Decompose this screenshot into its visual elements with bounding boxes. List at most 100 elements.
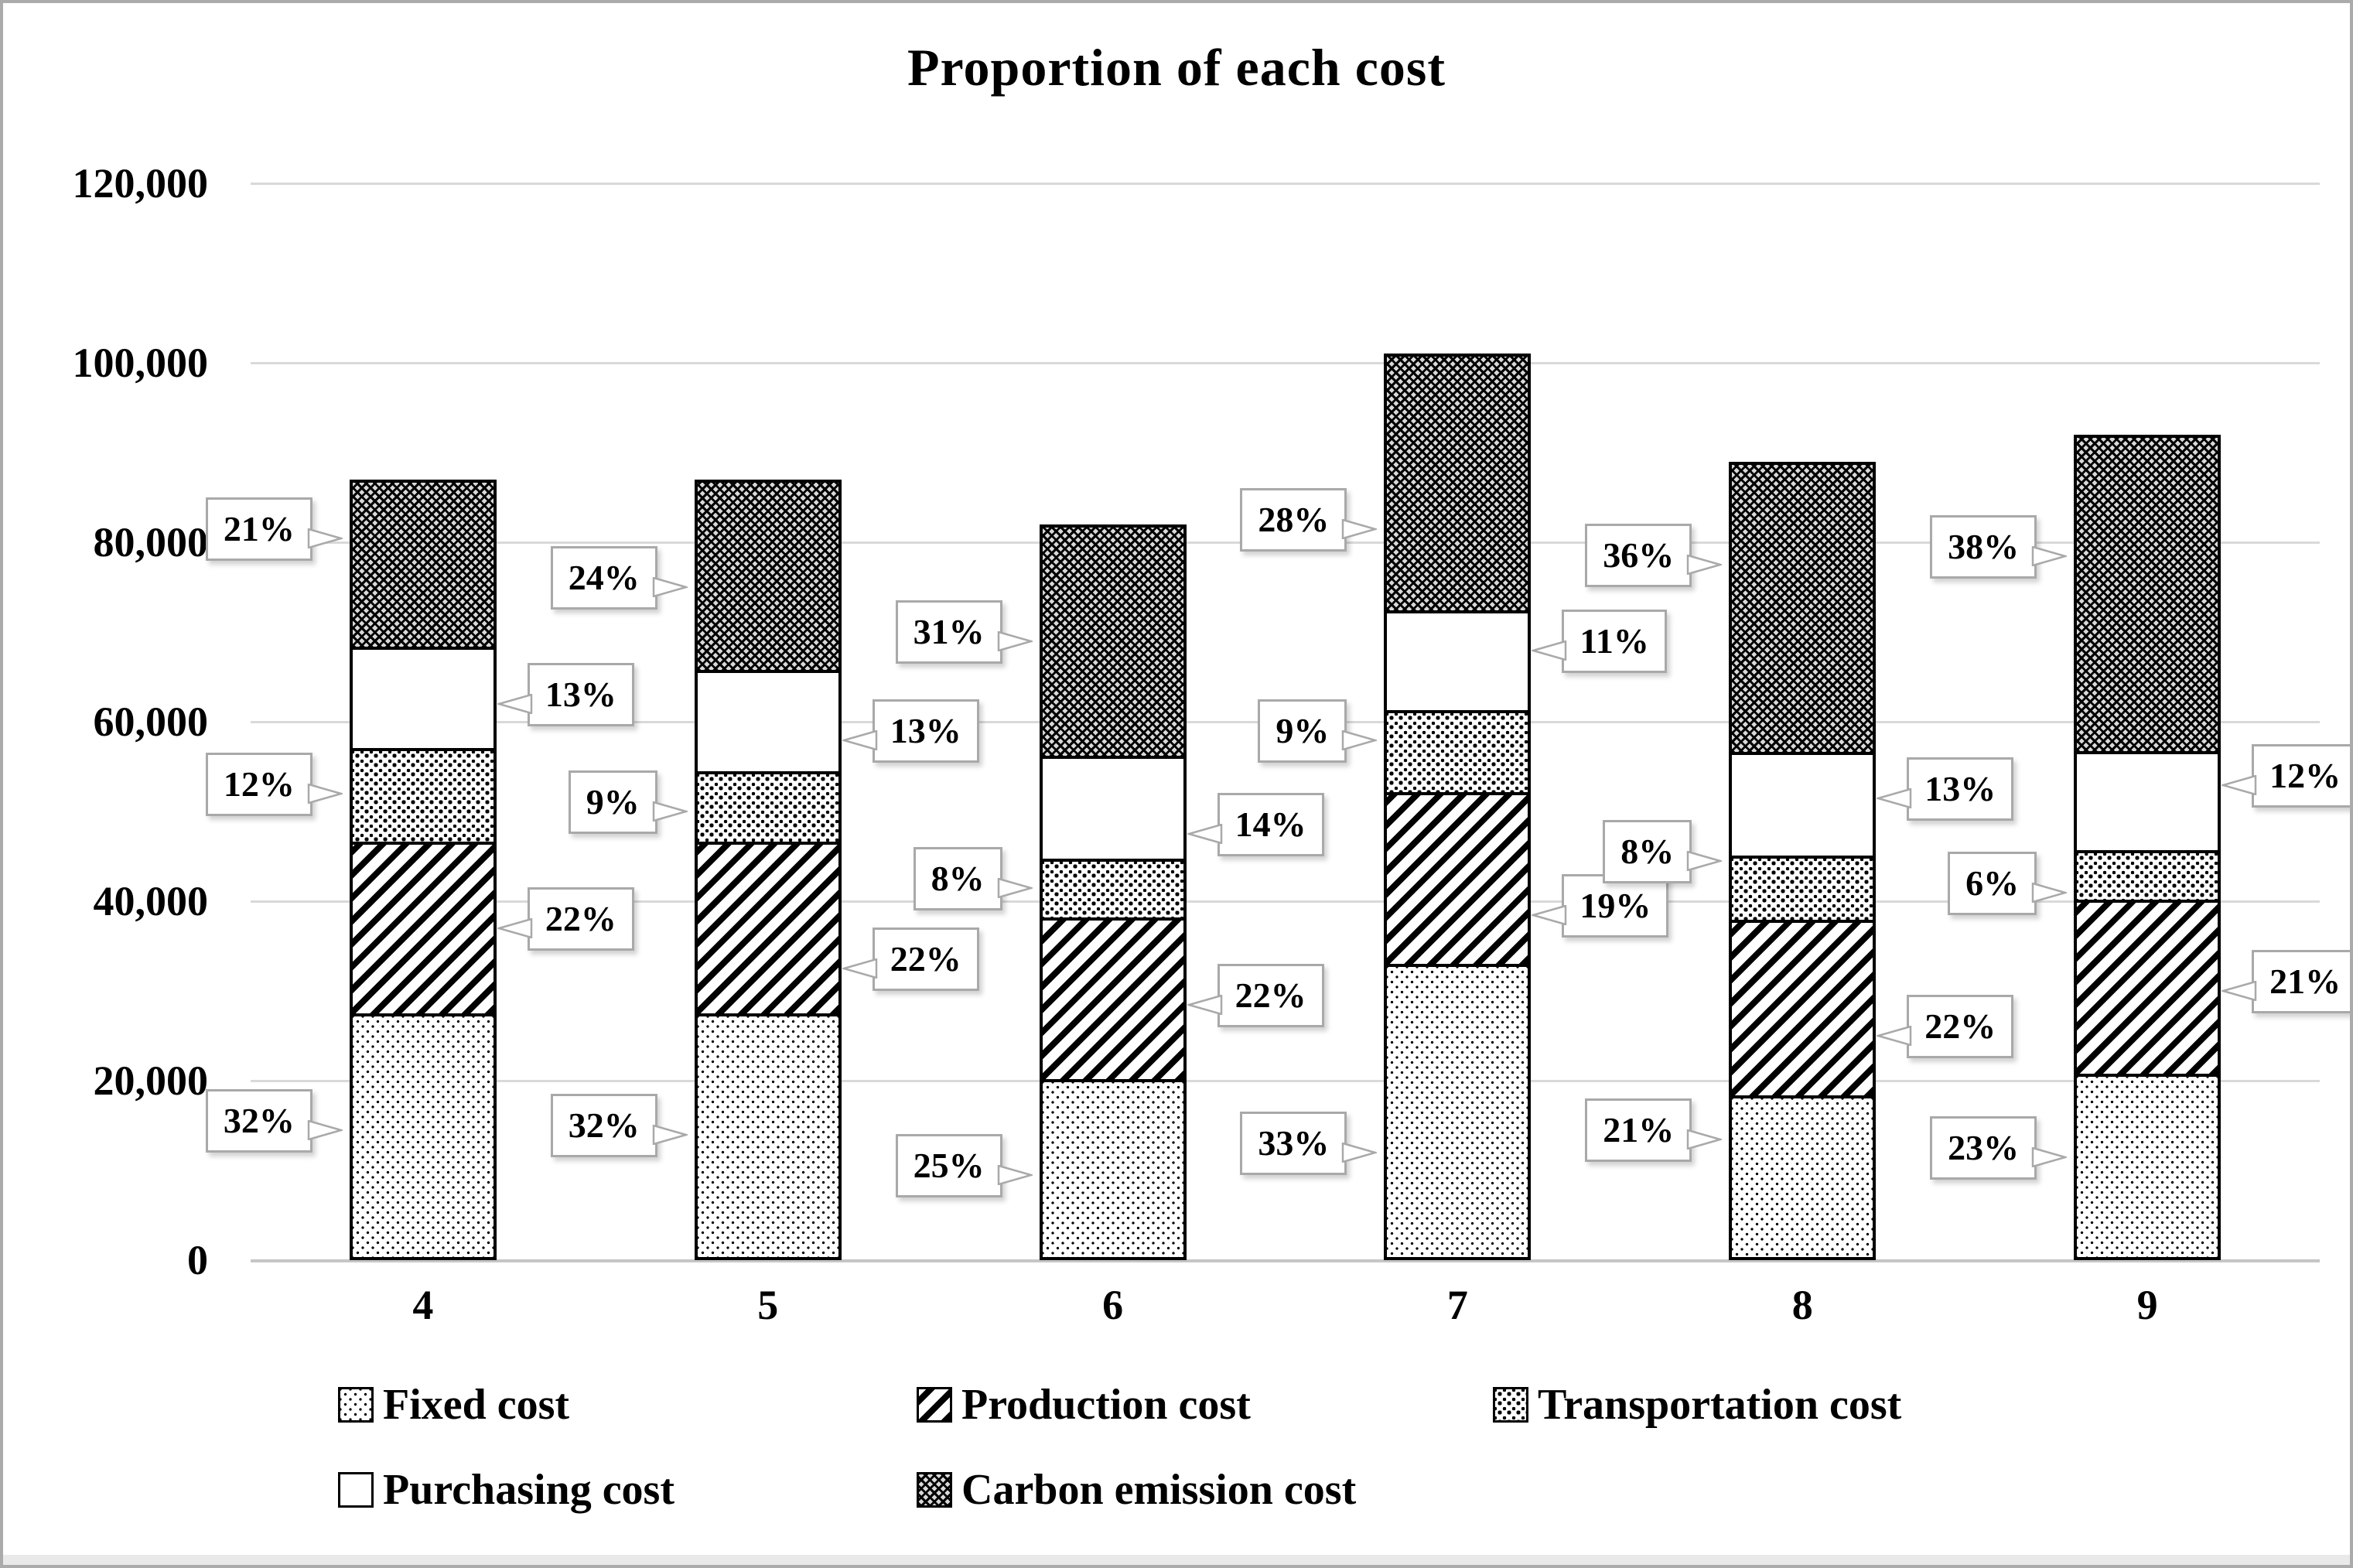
data-label-text: 9% xyxy=(1276,710,1330,750)
segment-7-fixed-cost xyxy=(1387,964,1528,1257)
segment-8-transportation-cost xyxy=(1732,856,1873,921)
callout-tail-icon xyxy=(997,622,1035,652)
callout-tail-icon xyxy=(1341,510,1379,540)
callout-5-fixed-cost: 32% xyxy=(550,1094,690,1157)
bottom-edge-strip xyxy=(3,1555,2350,1565)
segment-7-purchasing-cost xyxy=(1387,610,1528,711)
callout-6-purchasing-cost: 14% xyxy=(1185,793,1324,857)
x-axis-label-7: 7 xyxy=(1446,1282,1468,1328)
data-label-text: 31% xyxy=(913,612,985,651)
gridline-40-000 xyxy=(251,900,2320,903)
gridline-20-000 xyxy=(251,1080,2320,1082)
segment-9-production-cost xyxy=(2077,900,2218,1074)
segment-5-transportation-cost xyxy=(697,771,838,842)
callout-tail-icon xyxy=(997,1156,1035,1186)
callout-8-transportation-cost: 8% xyxy=(1603,820,1724,884)
data-label-text: 32% xyxy=(568,1105,640,1145)
segment-8-carbon-emission-cost xyxy=(1732,464,1873,753)
data-label-text: 6% xyxy=(1965,863,2020,903)
x-axis-label-4: 4 xyxy=(412,1282,434,1328)
callout-tail-icon xyxy=(2031,873,2069,904)
bar-9 xyxy=(2074,434,2222,1260)
segment-9-purchasing-cost xyxy=(2077,751,2218,851)
data-label-text: 13% xyxy=(1924,769,1996,808)
segment-5-production-cost xyxy=(697,842,838,1014)
callout-4-fixed-cost: 32% xyxy=(205,1089,345,1153)
callout-tail-icon xyxy=(652,1115,690,1146)
legend-label-transportation-cost: Transportation cost xyxy=(1538,1381,1902,1429)
segment-5-purchasing-cost xyxy=(697,670,838,772)
data-label-text: 9% xyxy=(586,782,640,822)
callout-7-production-cost: 19% xyxy=(1529,873,1669,938)
legend-item-fixed-cost: Fixed cost xyxy=(338,1382,569,1428)
segment-4-production-cost xyxy=(352,842,493,1014)
callout-7-transportation-cost: 9% xyxy=(1258,699,1379,763)
legend-label-purchasing-cost: Purchasing cost xyxy=(383,1466,674,1514)
callout-8-production-cost: 22% xyxy=(1874,995,2014,1059)
callout-6-transportation-cost: 8% xyxy=(913,847,1035,910)
data-label-text: 11% xyxy=(1579,620,1649,661)
data-label-text: 23% xyxy=(1948,1128,2020,1167)
callout-tail-icon xyxy=(1341,721,1379,751)
segment-6-production-cost xyxy=(1042,917,1183,1080)
callout-tail-icon xyxy=(1185,815,1223,845)
callout-6-carbon-emission-cost: 31% xyxy=(895,600,1035,664)
x-axis-label-6: 6 xyxy=(1102,1282,1124,1328)
data-label-text: 12% xyxy=(223,764,295,804)
legend-item-purchasing-cost: Purchasing cost xyxy=(338,1467,674,1513)
callout-tail-icon xyxy=(307,519,345,549)
data-label-text: 24% xyxy=(568,558,640,598)
callout-7-purchasing-cost: 11% xyxy=(1529,609,1667,673)
callout-9-fixed-cost: 23% xyxy=(1930,1116,2069,1180)
callout-9-carbon-emission-cost: 38% xyxy=(1930,514,2069,579)
data-label-text: 22% xyxy=(1235,975,1306,1015)
segment-7-carbon-emission-cost xyxy=(1387,357,1528,611)
callout-tail-icon xyxy=(652,568,690,599)
callout-5-transportation-cost: 9% xyxy=(568,770,690,835)
segment-8-purchasing-cost xyxy=(1732,752,1873,856)
segment-9-transportation-cost xyxy=(2077,850,2218,900)
callout-6-fixed-cost: 25% xyxy=(895,1134,1035,1198)
data-label-text: 32% xyxy=(223,1101,295,1141)
callout-tail-icon xyxy=(1529,896,1567,926)
y-axis-label-100-000: 100,000 xyxy=(72,340,209,386)
data-label-text: 8% xyxy=(1620,832,1675,872)
x-axis-label-9: 9 xyxy=(2136,1282,2158,1328)
callout-tail-icon xyxy=(997,869,1035,899)
callout-tail-icon xyxy=(307,1111,345,1141)
legend-swatch-purchasing-cost-icon xyxy=(338,1472,374,1508)
data-label-text: 14% xyxy=(1235,804,1306,845)
callout-7-carbon-emission-cost: 28% xyxy=(1240,488,1379,552)
data-label-text: 25% xyxy=(913,1146,985,1186)
chart-title: Proportion of each cost xyxy=(907,38,1446,97)
callout-tail-icon xyxy=(2219,766,2257,796)
data-label-text: 22% xyxy=(545,899,616,939)
bar-8 xyxy=(1729,461,1877,1260)
y-axis-label-40-000: 40,000 xyxy=(93,878,209,924)
data-label-text: 28% xyxy=(1258,500,1330,539)
legend-swatch-fixed-cost-icon xyxy=(338,1387,374,1423)
data-label-text: 22% xyxy=(1924,1006,1996,1047)
callout-tail-icon xyxy=(1686,842,1724,872)
bar-5 xyxy=(694,479,842,1260)
callout-4-transportation-cost: 12% xyxy=(205,753,345,817)
segment-4-transportation-cost xyxy=(352,747,493,842)
callout-9-purchasing-cost: 12% xyxy=(2219,743,2350,808)
segment-9-fixed-cost xyxy=(2077,1073,2218,1257)
bar-6 xyxy=(1039,524,1187,1260)
legend-item-transportation-cost: Transportation cost xyxy=(1493,1382,1901,1428)
x-axis-label-8: 8 xyxy=(1791,1282,1813,1328)
data-label-text: 21% xyxy=(223,508,295,548)
data-label-text: 33% xyxy=(1258,1123,1330,1163)
segment-6-carbon-emission-cost xyxy=(1042,527,1183,756)
callout-9-transportation-cost: 6% xyxy=(1948,851,2069,915)
callout-tail-icon xyxy=(495,909,533,939)
legend-swatch-carbon-emission-cost-icon xyxy=(917,1472,952,1508)
segment-4-fixed-cost xyxy=(352,1013,493,1257)
legend-label-fixed-cost: Fixed cost xyxy=(383,1381,570,1429)
bar-7 xyxy=(1384,354,1532,1260)
y-axis-label-120-000: 120,000 xyxy=(72,160,209,207)
segment-7-transportation-cost xyxy=(1387,710,1528,792)
segment-4-purchasing-cost xyxy=(352,646,493,748)
